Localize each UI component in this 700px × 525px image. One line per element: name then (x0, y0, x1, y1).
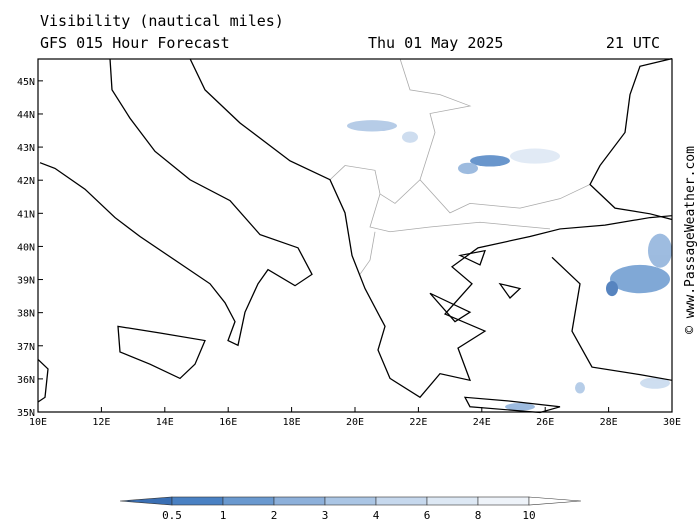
lon-tick-label: 26E (536, 417, 554, 428)
colorbar-label: 10 (522, 509, 535, 522)
colorbar-segment (426, 496, 479, 506)
lat-tick-label: 45N (17, 77, 35, 88)
lat-tick-label: 41N (17, 209, 35, 220)
lat-tick-label: 40N (17, 242, 35, 253)
lat-tick-label: 43N (17, 143, 35, 154)
colorbar-label: 4 (373, 509, 380, 522)
colorbar-label: 0.5 (162, 509, 182, 522)
colorbar-low (119, 496, 173, 506)
map-frame (37, 58, 673, 413)
title: Visibility (nautical miles) (40, 12, 284, 30)
lon-tick-label: 24E (473, 417, 491, 428)
colorbar-label: 8 (475, 509, 482, 522)
lon-tick-label: 12E (92, 417, 110, 428)
colorbar-label: 2 (271, 509, 278, 522)
colorbar-label: 6 (424, 509, 431, 522)
colorbar-segment (222, 496, 275, 506)
lat-tick-label: 35N (17, 408, 35, 419)
coastlines (37, 58, 673, 414)
lon-tick-label: 22E (409, 417, 427, 428)
time: 21 UTC (606, 34, 660, 52)
map-layer (37, 58, 673, 414)
lon-tick-label: 16E (219, 417, 237, 428)
lat-tick-label: 37N (17, 342, 35, 353)
colorbar-segment (273, 496, 326, 506)
lat-tick-label: 39N (17, 276, 35, 287)
lat-tick-label: 42N (17, 176, 35, 187)
lat-tick-label: 38N (17, 309, 35, 320)
colorbar-high (528, 496, 582, 506)
watermark: © www.PassageWeather.com (683, 146, 698, 334)
colorbar-segment (375, 496, 428, 506)
borders (329, 58, 591, 275)
subtitle: GFS 015 Hour Forecast (40, 34, 230, 52)
lat-tick-label: 44N (17, 110, 35, 121)
colorbar-segment (477, 496, 530, 506)
lon-tick-label: 30E (663, 417, 681, 428)
date: Thu 01 May 2025 (368, 34, 503, 52)
lon-tick-label: 20E (346, 417, 364, 428)
lon-tick-label: 18E (283, 417, 301, 428)
colorbar-label: 3 (322, 509, 329, 522)
visibility-areas (347, 120, 672, 411)
colorbar-segment (171, 496, 224, 506)
lon-tick-label: 10E (29, 417, 47, 428)
lon-tick-label: 14E (156, 417, 174, 428)
lon-tick-label: 28E (600, 417, 618, 428)
colorbar-label: 1 (220, 509, 227, 522)
colorbar-segment (324, 496, 377, 506)
lat-tick-label: 36N (17, 375, 35, 386)
